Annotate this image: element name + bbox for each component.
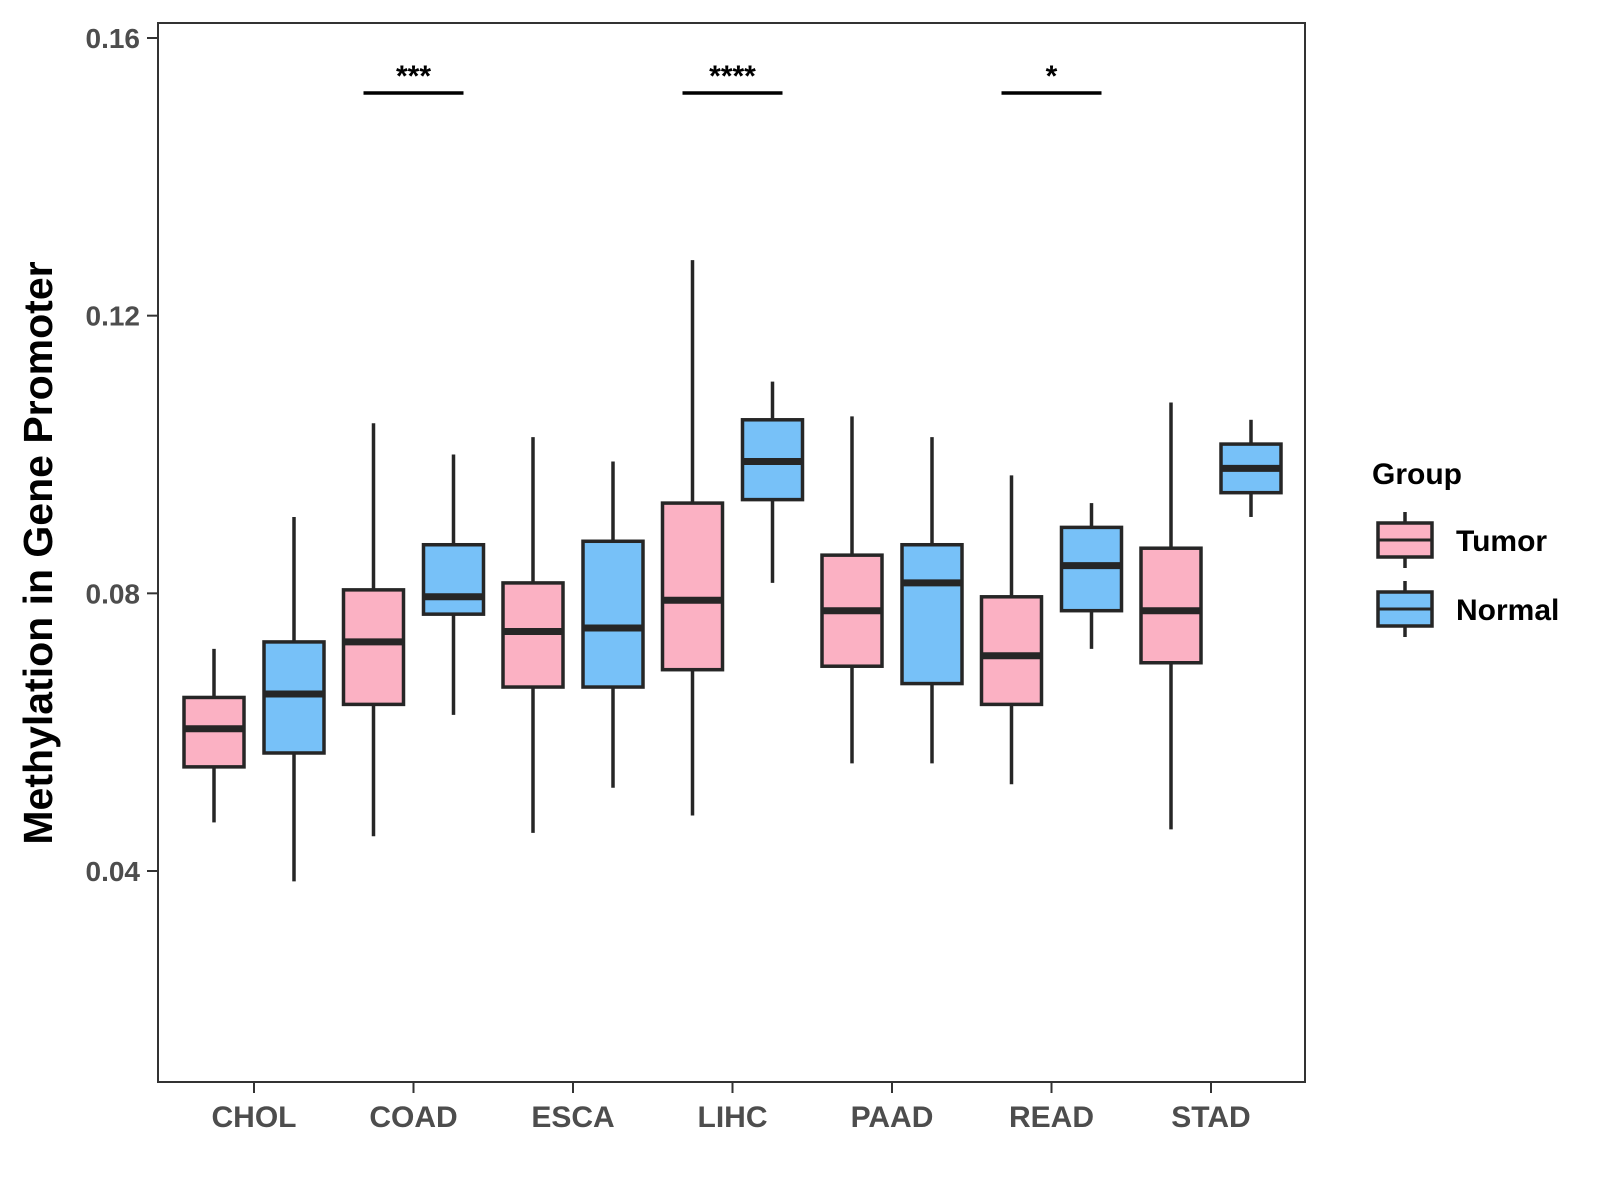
y-tick-label: 0.08	[86, 578, 141, 609]
y-tick-label: 0.04	[86, 856, 141, 887]
box-iqr	[660, 501, 725, 672]
box-normal-lihc	[740, 381, 805, 583]
box-normal-chol	[262, 516, 326, 882]
x-tick-label: STAD	[1171, 1101, 1250, 1134]
box-tumor-read	[979, 475, 1044, 785]
y-tick-label: 0.12	[86, 301, 141, 332]
box-tumor-coad	[341, 423, 406, 837]
box-normal-coad	[421, 454, 486, 715]
box-iqr	[979, 595, 1044, 707]
significance-label: ****	[709, 60, 756, 93]
box-tumor-chol	[182, 648, 246, 823]
box-normal-paad	[900, 437, 964, 764]
y-axis: 0.04 0.08 0.12 0.16	[86, 23, 158, 887]
x-tick-label: LIHC	[698, 1101, 768, 1134]
x-tick-label: CHOL	[212, 1101, 297, 1134]
x-tick-label: ESCA	[531, 1101, 614, 1134]
x-tick-label: COAD	[369, 1101, 457, 1134]
x-axis: CHOL COAD ESCA LIHC PAAD READ STAD	[212, 1082, 1251, 1134]
box-iqr	[421, 542, 486, 616]
x-tick-label: READ	[1009, 1101, 1094, 1134]
legend-item-normal: Normal	[1376, 581, 1559, 637]
plot-panel-border	[157, 22, 1306, 1083]
significance-label: ***	[396, 60, 431, 93]
box-tumor-paad	[820, 416, 884, 764]
box-normal-esca	[581, 461, 645, 788]
box-normal-read	[1059, 503, 1124, 649]
box-iqr	[1139, 546, 1203, 665]
significance-annotations: *** **** *	[363, 60, 1102, 95]
legend-label: Tumor	[1456, 525, 1547, 558]
box-tumor-esca	[501, 437, 565, 833]
box-iqr	[341, 588, 406, 707]
plot-boxes	[182, 260, 1283, 882]
box-tumor-lihc	[660, 260, 725, 816]
legend: Group Tumor Normal	[1372, 458, 1559, 637]
box-iqr	[581, 539, 645, 689]
legend-item-tumor: Tumor	[1376, 512, 1547, 568]
box-iqr	[900, 542, 964, 686]
box-normal-stad	[1219, 419, 1283, 517]
box-tumor-stad	[1139, 402, 1203, 830]
legend-title: Group	[1372, 458, 1462, 491]
y-axis-title: Methylation in Gene Promoter	[15, 261, 61, 844]
y-tick-label: 0.16	[86, 23, 141, 54]
legend-label: Normal	[1456, 594, 1559, 627]
significance-label: *	[1046, 60, 1058, 93]
x-tick-label: PAAD	[851, 1101, 934, 1134]
